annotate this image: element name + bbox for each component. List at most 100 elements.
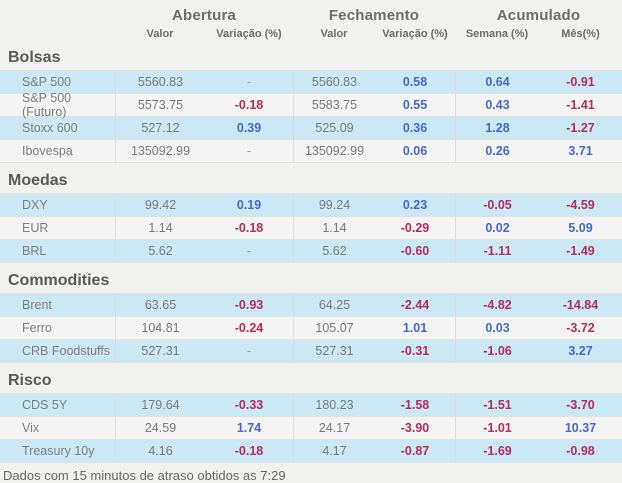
open-value: 5.62 (115, 240, 205, 262)
row-label: Vix (22, 421, 40, 435)
close-value: 24.17 (293, 417, 375, 439)
open-value: 1.14 (115, 217, 205, 239)
table-row: EUR 1.14 -0.18 1.14 -0.29 0.02 5.09 (0, 217, 622, 240)
data-delay-note: Dados com 15 minutos de atraso obtidos a… (3, 468, 286, 483)
close-variation: -0.87 (400, 444, 430, 458)
week-variation: 0.64 (455, 71, 539, 93)
section-bolsas-rows: S&P 500 5560.83 - 5560.83 0.58 0.64 -0.9… (0, 70, 622, 163)
open-variation: -0.18 (234, 221, 264, 235)
column-sub-header: Valor Variação (%) Valor Variação (%) Se… (0, 28, 622, 40)
week-variation: 0.02 (455, 217, 539, 239)
open-variation: -0.33 (234, 398, 264, 412)
open-variation: -0.93 (234, 298, 264, 312)
open-value: 4.16 (115, 440, 205, 462)
open-variation: - (246, 344, 252, 358)
col-semana: Semana (%) (465, 28, 529, 40)
header-spacer (0, 7, 115, 24)
section-title-bolsas: Bolsas (8, 49, 61, 66)
open-value: 527.31 (115, 340, 205, 362)
group-acumulado: Acumulado (496, 7, 581, 24)
table-row: Brent 63.65 -0.93 64.25 -2.44 -4.82 -14.… (0, 294, 622, 317)
table-row: Vix 24.59 1.74 24.17 -3.90 -1.01 10.37 (0, 417, 622, 440)
open-value: 24.59 (115, 417, 205, 439)
close-value: 135092.99 (293, 140, 375, 162)
month-variation: -0.98 (566, 444, 595, 458)
month-variation: -4.59 (566, 198, 595, 212)
open-variation: -0.18 (234, 444, 264, 458)
section-risco-rows: CDS 5Y 179.64 -0.33 180.23 -1.58 -1.51 -… (0, 393, 622, 463)
month-variation: -3.70 (566, 398, 595, 412)
week-variation: 0.43 (455, 94, 539, 116)
close-value: 5.62 (293, 240, 375, 262)
week-variation: -1.51 (455, 394, 539, 416)
close-value: 527.31 (293, 340, 375, 362)
col-open-valor: Valor (146, 28, 174, 40)
close-variation: -1.58 (400, 398, 430, 412)
open-variation: 0.39 (236, 121, 262, 135)
week-variation: 0.26 (455, 140, 539, 162)
close-variation: 0.58 (402, 75, 428, 89)
table-row: BRL 5.62 - 5.62 -0.60 -1.11 -1.49 (0, 240, 622, 263)
close-variation: 1.01 (402, 321, 428, 335)
section-moedas-rows: DXY 99.42 0.19 99.24 0.23 -0.05 -4.59 EU… (0, 193, 622, 263)
table-row: Treasury 10y 4.16 -0.18 4.17 -0.87 -1.69… (0, 440, 622, 463)
week-variation: -1.06 (455, 340, 539, 362)
row-label: Treasury 10y (22, 444, 95, 458)
table-row: Ferro 104.81 -0.24 105.07 1.01 0.03 -3.7… (0, 317, 622, 340)
open-variation: 1.74 (236, 421, 262, 435)
row-label: EUR (22, 221, 49, 235)
section-commodities-rows: Brent 63.65 -0.93 64.25 -2.44 -4.82 -14.… (0, 293, 622, 363)
open-value: 135092.99 (115, 140, 205, 162)
close-value: 525.09 (293, 117, 375, 139)
week-variation: 1.28 (455, 117, 539, 139)
close-value: 5560.83 (293, 71, 375, 93)
column-group-header: Abertura Fechamento Acumulado (0, 0, 622, 24)
month-variation: -14.84 (562, 298, 599, 312)
group-fechamento: Fechamento (328, 7, 420, 24)
table-row: Ibovespa 135092.99 - 135092.99 0.06 0.26… (0, 140, 622, 163)
week-variation: -4.82 (455, 294, 539, 316)
week-variation: -0.05 (455, 194, 539, 216)
close-value: 64.25 (293, 294, 375, 316)
open-value: 5560.83 (115, 71, 205, 93)
close-variation: 0.36 (402, 121, 428, 135)
open-value: 63.65 (115, 294, 205, 316)
table-row: S&P 500 (Futuro) 5573.75 -0.18 5583.75 0… (0, 91, 622, 119)
close-variation: -0.31 (400, 344, 430, 358)
open-value: 104.81 (115, 317, 205, 339)
month-variation: 3.71 (568, 144, 593, 158)
month-variation: 5.09 (568, 221, 593, 235)
week-variation: -1.69 (455, 440, 539, 462)
col-mes: Mês(%) (561, 28, 600, 40)
open-value: 5573.75 (115, 94, 205, 116)
month-variation: -1.41 (566, 98, 595, 112)
close-variation: 0.06 (402, 144, 428, 158)
open-variation: - (246, 144, 252, 158)
close-value: 180.23 (293, 394, 375, 416)
row-label: CDS 5Y (22, 398, 68, 412)
open-value: 527.12 (115, 117, 205, 139)
close-variation: -0.60 (400, 244, 430, 258)
week-variation: -1.01 (455, 417, 539, 439)
row-label: CRB Foodstuffs (22, 344, 111, 358)
week-variation: 0.03 (455, 317, 539, 339)
row-label: S&P 500 (Futuro) (22, 91, 72, 119)
col-close-variacao: Variação (%) (382, 28, 448, 40)
month-variation: -1.27 (566, 121, 595, 135)
close-variation: -3.90 (400, 421, 430, 435)
close-variation: 0.23 (402, 198, 428, 212)
header-spacer (0, 28, 115, 40)
open-variation: 0.19 (236, 198, 262, 212)
open-variation: -0.24 (234, 321, 264, 335)
close-value: 99.24 (293, 194, 375, 216)
open-value: 99.42 (115, 194, 205, 216)
row-label: S&P 500 (22, 75, 72, 89)
group-abertura: Abertura (171, 7, 237, 24)
open-variation: - (246, 75, 252, 89)
close-variation: -2.44 (400, 298, 430, 312)
month-variation: -0.91 (566, 75, 595, 89)
table-row: S&P 500 5560.83 - 5560.83 0.58 0.64 -0.9… (0, 71, 622, 94)
month-variation: 3.27 (568, 344, 593, 358)
open-variation: -0.18 (234, 98, 264, 112)
month-variation: 10.37 (564, 421, 597, 435)
